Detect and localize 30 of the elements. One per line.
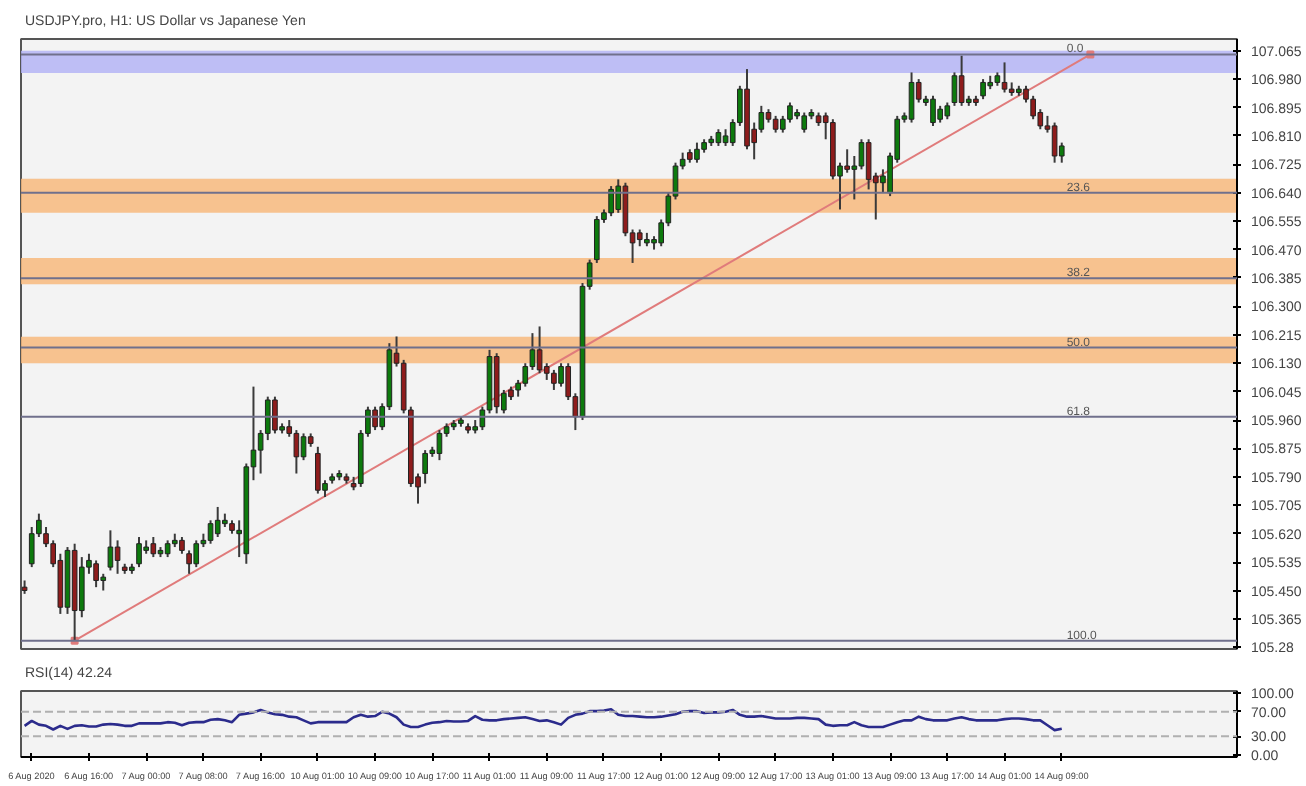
- candlestick: [980, 78, 986, 101]
- candlestick: [372, 405, 378, 432]
- candlestick: [107, 529, 114, 572]
- candlestick: [593, 215, 600, 264]
- candlestick: [694, 141, 700, 164]
- candlestick: [930, 94, 936, 127]
- candlestick: [272, 395, 278, 435]
- candlestick: [1051, 121, 1058, 164]
- candlestick: [608, 185, 614, 218]
- candlestick: [150, 536, 157, 559]
- candlestick: [93, 559, 99, 589]
- candlestick: [422, 449, 428, 485]
- candlestick: [622, 181, 629, 238]
- candlestick: [114, 539, 121, 575]
- candlestick: [551, 368, 557, 391]
- candlestick: [315, 445, 321, 495]
- candlestick: [536, 325, 543, 375]
- candlestick: [136, 536, 142, 569]
- candlestick: [78, 556, 85, 619]
- candlestick: [801, 111, 808, 134]
- candlestick: [908, 71, 915, 124]
- candlestick: [844, 148, 850, 174]
- candlestick: [958, 54, 965, 107]
- candlestick: [1001, 61, 1008, 94]
- candlestick: [214, 505, 221, 539]
- line-series: [23, 708, 1064, 732]
- candlestick: [436, 429, 443, 462]
- candlestick: [1030, 94, 1036, 121]
- candlestick: [300, 432, 307, 462]
- candlestick: [193, 539, 200, 569]
